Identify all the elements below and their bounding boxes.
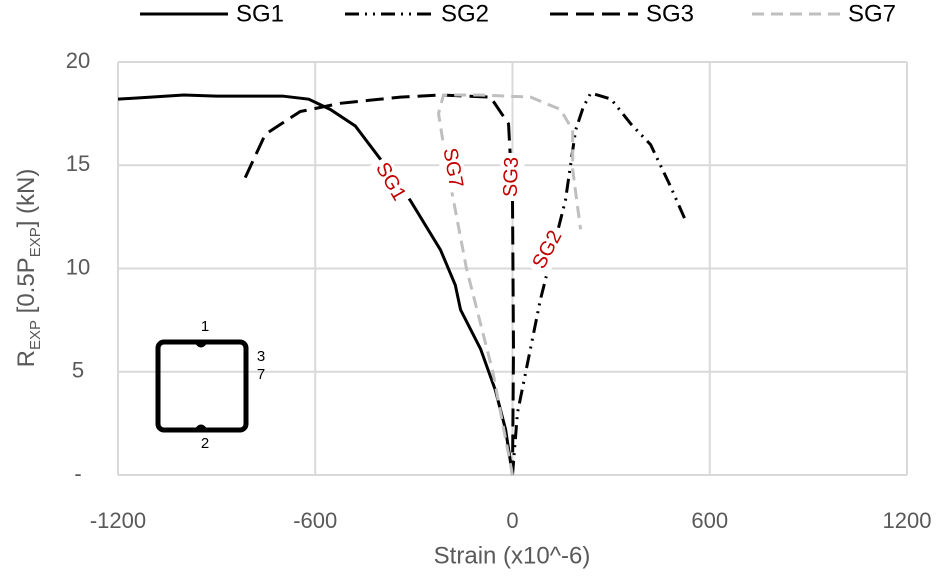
series-line [511,91,688,476]
x-tick-label: 600 [691,508,728,533]
y-axis-title-part: R [13,350,40,367]
x-tick-label: -1200 [90,508,146,533]
series-line [117,93,514,476]
x-tick-label: 0 [506,508,518,533]
section-inset [155,339,249,433]
annotation-bg [526,223,570,277]
x-tick-label: 1200 [883,508,932,533]
inset-label: 7 [257,366,265,383]
y-tick-label: 5 [72,358,84,383]
series-line [243,93,515,476]
legend-label: SG7 [848,0,896,27]
legend-label: SG1 [236,0,284,27]
inset-label: 1 [201,318,209,335]
legend-label: SG2 [441,0,489,27]
section-detail [156,341,248,431]
y-axis-title-part: EXP [27,227,44,257]
y-tick-label: 10 [66,254,90,279]
annotation-bg [436,142,468,194]
y-tick-label: 15 [66,151,90,176]
annotation: SG3 [500,157,523,198]
series-line [436,93,583,476]
x-tick-label: -600 [293,508,337,533]
y-tick-label: 20 [66,48,90,73]
y-axis-title-part: EXP [27,320,44,350]
y-axis-title-part: [0.5P [13,257,40,320]
legend-label: SG3 [646,0,694,27]
x-axis-title: Strain (x10^-6) [434,542,591,569]
section-outline [155,339,249,433]
annotation-bg [499,152,525,202]
y-tick-label: - [74,461,81,486]
inset-label: 2 [201,435,209,452]
y-axis-title-part: ] (kN) [13,169,40,228]
annotation-bg [367,155,413,209]
y-axis-title: REXP [0.5PEXP] (kN) [13,169,44,368]
inset-label: 3 [257,348,265,365]
